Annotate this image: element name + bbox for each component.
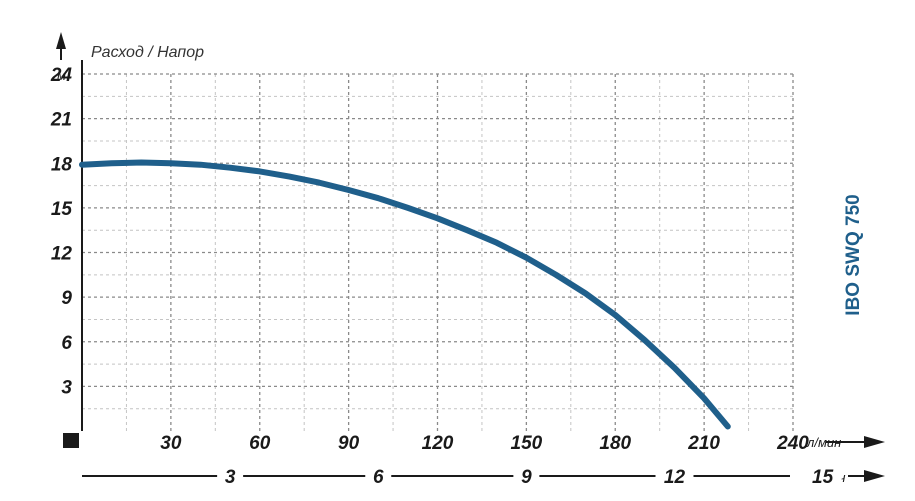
y-tick-label: 9: [61, 288, 72, 309]
y-tick-label: 21: [50, 110, 72, 131]
model-label: IBO SWQ 750: [843, 194, 864, 315]
x-axis-arrow-icon: [864, 436, 885, 448]
y-tick-label: 6: [61, 333, 72, 354]
x-tick-label: 30: [160, 433, 182, 454]
x2-axis-arrow-icon: [864, 470, 885, 482]
x-tick-label: 150: [511, 433, 543, 454]
series: [79, 159, 731, 430]
axes: [56, 32, 885, 482]
labels: Расход / Напор м л/мин м3/ч IBO SWQ 750: [57, 44, 864, 485]
x-unit-label: л/мин: [806, 435, 841, 450]
y-unit-label: м: [57, 68, 66, 83]
x2-tick-knockout: [513, 465, 540, 487]
x-tick-label: 240: [776, 433, 809, 454]
x2-tick-label: 9: [521, 467, 532, 488]
x-tick-label: 180: [599, 433, 631, 454]
y-axis-label: Расход / Напор: [91, 44, 204, 61]
x2-tick-label: 15: [812, 467, 834, 488]
series-line: [79, 159, 731, 430]
origin-square-icon: [63, 433, 79, 448]
y-tick-label: 12: [51, 244, 73, 265]
x2-tick-label: 12: [664, 467, 686, 488]
grid: [82, 73, 794, 431]
x-tick-label: 210: [687, 433, 720, 454]
x2-tick-knockout: [217, 465, 244, 487]
x-tick-label: 90: [338, 433, 360, 454]
y-tick-label: 18: [51, 154, 73, 175]
y-tick-label: 3: [61, 377, 72, 398]
y-tick-label: 15: [51, 199, 73, 220]
x2-tick-label: 3: [225, 467, 236, 488]
y-axis-arrow-icon: [56, 32, 66, 49]
x-tick-label: 120: [422, 433, 454, 454]
y-tick-label: 24: [50, 65, 73, 86]
x-tick-label: 60: [249, 433, 271, 454]
x2-tick-label: 6: [373, 467, 384, 488]
x2-tick-knockout: [655, 465, 694, 487]
x2-tick-knockout: [365, 465, 392, 487]
tick-labels: 3 6 9 12 15 18 21 24 30 60 90 120 150 180 210 240 3 6 9 12 1…: [50, 65, 842, 488]
x2-tick-knockout: [803, 465, 842, 487]
